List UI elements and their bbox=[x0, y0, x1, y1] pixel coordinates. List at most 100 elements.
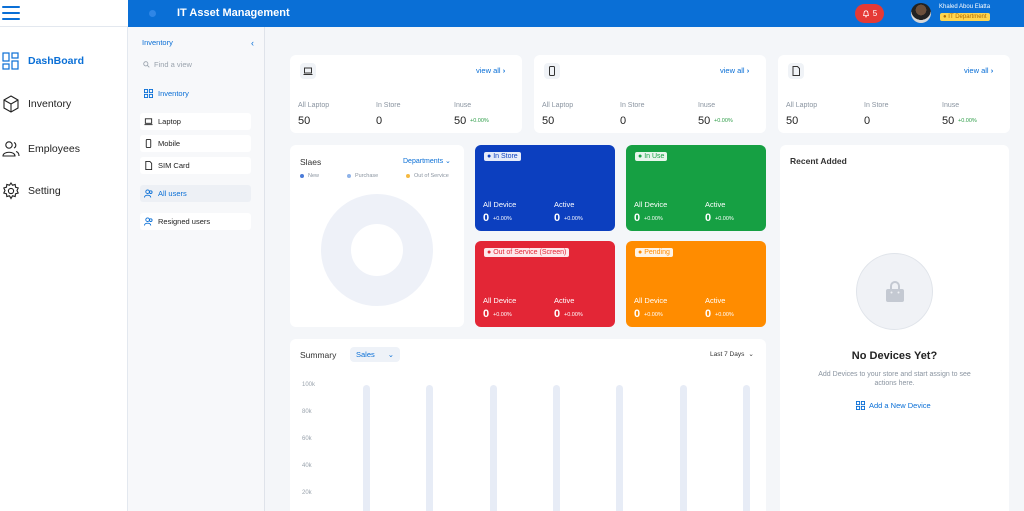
all-device-value: 0 bbox=[634, 308, 641, 320]
app-logo-icon bbox=[149, 10, 156, 17]
hamburger-menu-icon[interactable] bbox=[2, 6, 20, 20]
sidebar-item-dashboard[interactable]: DashBoard bbox=[0, 49, 128, 73]
status-badge-label: Pending bbox=[644, 249, 670, 256]
summary-metric-dropdown[interactable]: Sales ⌄ bbox=[350, 347, 401, 362]
legend-swatch bbox=[406, 174, 410, 178]
store-label: In Store bbox=[376, 102, 401, 109]
active-delta: +0.00% bbox=[564, 312, 583, 318]
cube-icon bbox=[3, 95, 19, 113]
inuse-label: Inuse bbox=[698, 102, 716, 109]
store-value: 0 bbox=[620, 115, 627, 127]
status-card-pending[interactable]: ● Pending All Device 0 +0.00% Active 0 +… bbox=[626, 241, 766, 327]
active-value: 0 bbox=[705, 308, 712, 320]
inuse-value: 50 bbox=[698, 115, 711, 127]
sidebar-item-label: Setting bbox=[28, 185, 61, 197]
date-range-label: Last 7 Days bbox=[710, 350, 745, 358]
empty-state-illustration bbox=[856, 253, 933, 330]
sub-item-label: Laptop bbox=[158, 117, 181, 126]
users-icon bbox=[144, 217, 153, 226]
active-delta: +0.00% bbox=[564, 216, 583, 222]
stat-card-sim: view all › All Laptop 50 In Store 0 Inus… bbox=[778, 55, 1010, 133]
sidebar-item-inventory[interactable]: Inventory bbox=[0, 92, 128, 116]
sidebar-item-label: Inventory bbox=[28, 98, 72, 110]
sub-item-label: Inventory bbox=[158, 89, 189, 98]
summary-title: Summary bbox=[300, 350, 337, 360]
summary-metric-label: Sales bbox=[356, 350, 375, 359]
shopping-bag-icon bbox=[885, 280, 904, 302]
status-badge: ● Out of Service (Screen) bbox=[484, 248, 570, 257]
user-department: IT Department bbox=[948, 14, 987, 20]
y-tick-label: 40k bbox=[302, 463, 312, 469]
stat-card-laptop: view all › All Laptop 50 In Store 0 Inus… bbox=[290, 55, 522, 133]
grid-icon bbox=[144, 89, 153, 98]
chevron-right-icon: › bbox=[746, 66, 750, 75]
status-badge-label: In Store bbox=[493, 153, 518, 160]
active-delta: +0.00% bbox=[715, 216, 734, 222]
y-tick-label: 100k bbox=[302, 382, 316, 388]
store-label: In Store bbox=[864, 102, 889, 109]
avatar[interactable] bbox=[911, 3, 931, 23]
mobile-icon bbox=[145, 139, 152, 148]
chart-bar bbox=[490, 385, 497, 511]
collapse-chevron-icon[interactable]: ‹ bbox=[251, 38, 254, 48]
users-icon bbox=[2, 141, 20, 157]
status-card-in-use[interactable]: ● In Use All Device 0 +0.00% Active 0 +0… bbox=[626, 145, 766, 231]
departments-dropdown[interactable]: Departments ⌄ bbox=[403, 157, 451, 165]
view-all-link[interactable]: view all › bbox=[476, 66, 505, 75]
sub-item-mobile[interactable]: Mobile bbox=[140, 135, 251, 152]
active-value: 0 bbox=[554, 212, 561, 224]
laptop-icon bbox=[300, 63, 316, 79]
chart-bar bbox=[680, 385, 687, 511]
sub-item-label: Resigned users bbox=[158, 217, 211, 226]
dashboard-icon bbox=[2, 52, 19, 70]
simcard-icon bbox=[145, 161, 153, 170]
all-label: All Laptop bbox=[786, 102, 818, 109]
status-card-in-store[interactable]: ● In Store All Device 0 +0.00% Active 0 … bbox=[475, 145, 615, 231]
sub-sidebar: Inventory bbox=[128, 27, 265, 511]
view-search-input[interactable]: Find a view bbox=[143, 58, 243, 70]
recent-added-card: Recent Added No Devices Yet? Add Devices… bbox=[780, 145, 1009, 511]
add-device-button[interactable]: Add a New Device bbox=[856, 401, 931, 410]
sub-item-all-users[interactable]: All users bbox=[140, 185, 251, 202]
view-all-label: view all bbox=[964, 66, 989, 75]
status-badge-label: Out of Service (Screen) bbox=[493, 249, 567, 256]
sales-chart-card: Slaes Departments ⌄ New Purchase Out of … bbox=[290, 145, 464, 327]
stat-card-mobile: view all › All Laptop 50 In Store 0 Inus… bbox=[534, 55, 766, 133]
add-device-label: Add a New Device bbox=[869, 401, 931, 410]
sub-item-sim-card[interactable]: SIM Card bbox=[140, 157, 251, 174]
status-badge: ● In Store bbox=[484, 152, 521, 161]
sub-item-inventory[interactable]: Inventory bbox=[140, 85, 251, 102]
legend-label: Out of Service bbox=[414, 173, 449, 179]
users-icon bbox=[144, 189, 153, 198]
all-label: All Laptop bbox=[298, 102, 330, 109]
legend-label: New bbox=[308, 173, 320, 179]
all-device-value: 0 bbox=[483, 212, 490, 224]
summary-card: Summary Sales ⌄ Last 7 Days ⌄ 100k 80k 60k… bbox=[290, 339, 766, 511]
chart-bar bbox=[426, 385, 433, 511]
status-badge: ● In Use bbox=[635, 152, 668, 161]
sidebar-item-employees[interactable]: Employees bbox=[0, 137, 128, 161]
legend-swatch bbox=[347, 174, 351, 178]
notification-button[interactable]: 5 bbox=[855, 4, 884, 23]
all-device-delta: +0.00% bbox=[644, 216, 663, 222]
view-all-link[interactable]: view all › bbox=[964, 66, 993, 75]
inuse-delta: +0.00% bbox=[470, 118, 489, 124]
y-tick-label: 80k bbox=[302, 409, 312, 415]
all-device-label: All Device bbox=[483, 200, 517, 209]
view-all-link[interactable]: view all › bbox=[720, 66, 749, 75]
bell-icon bbox=[862, 9, 869, 17]
y-tick-label: 60k bbox=[302, 436, 312, 442]
legend-item: New bbox=[300, 173, 319, 179]
sidebar-item-setting[interactable]: Setting bbox=[0, 179, 128, 203]
gear-icon bbox=[3, 182, 19, 200]
date-range-dropdown[interactable]: Last 7 Days ⌄ bbox=[710, 350, 754, 359]
sub-item-laptop[interactable]: Laptop bbox=[140, 113, 251, 130]
user-name: Khaled Abou Elatta bbox=[939, 4, 991, 10]
status-card-out-of-service[interactable]: ● Out of Service (Screen) All Device 0 +… bbox=[475, 241, 615, 327]
inuse-label: Inuse bbox=[942, 102, 960, 109]
sub-item-resigned-users[interactable]: Resigned users bbox=[140, 213, 251, 230]
y-tick-label: 20k bbox=[302, 490, 312, 496]
empty-state-description: Add Devices to your store and start assi… bbox=[818, 371, 971, 387]
chart-bar bbox=[616, 385, 623, 511]
view-all-label: view all bbox=[720, 66, 745, 75]
